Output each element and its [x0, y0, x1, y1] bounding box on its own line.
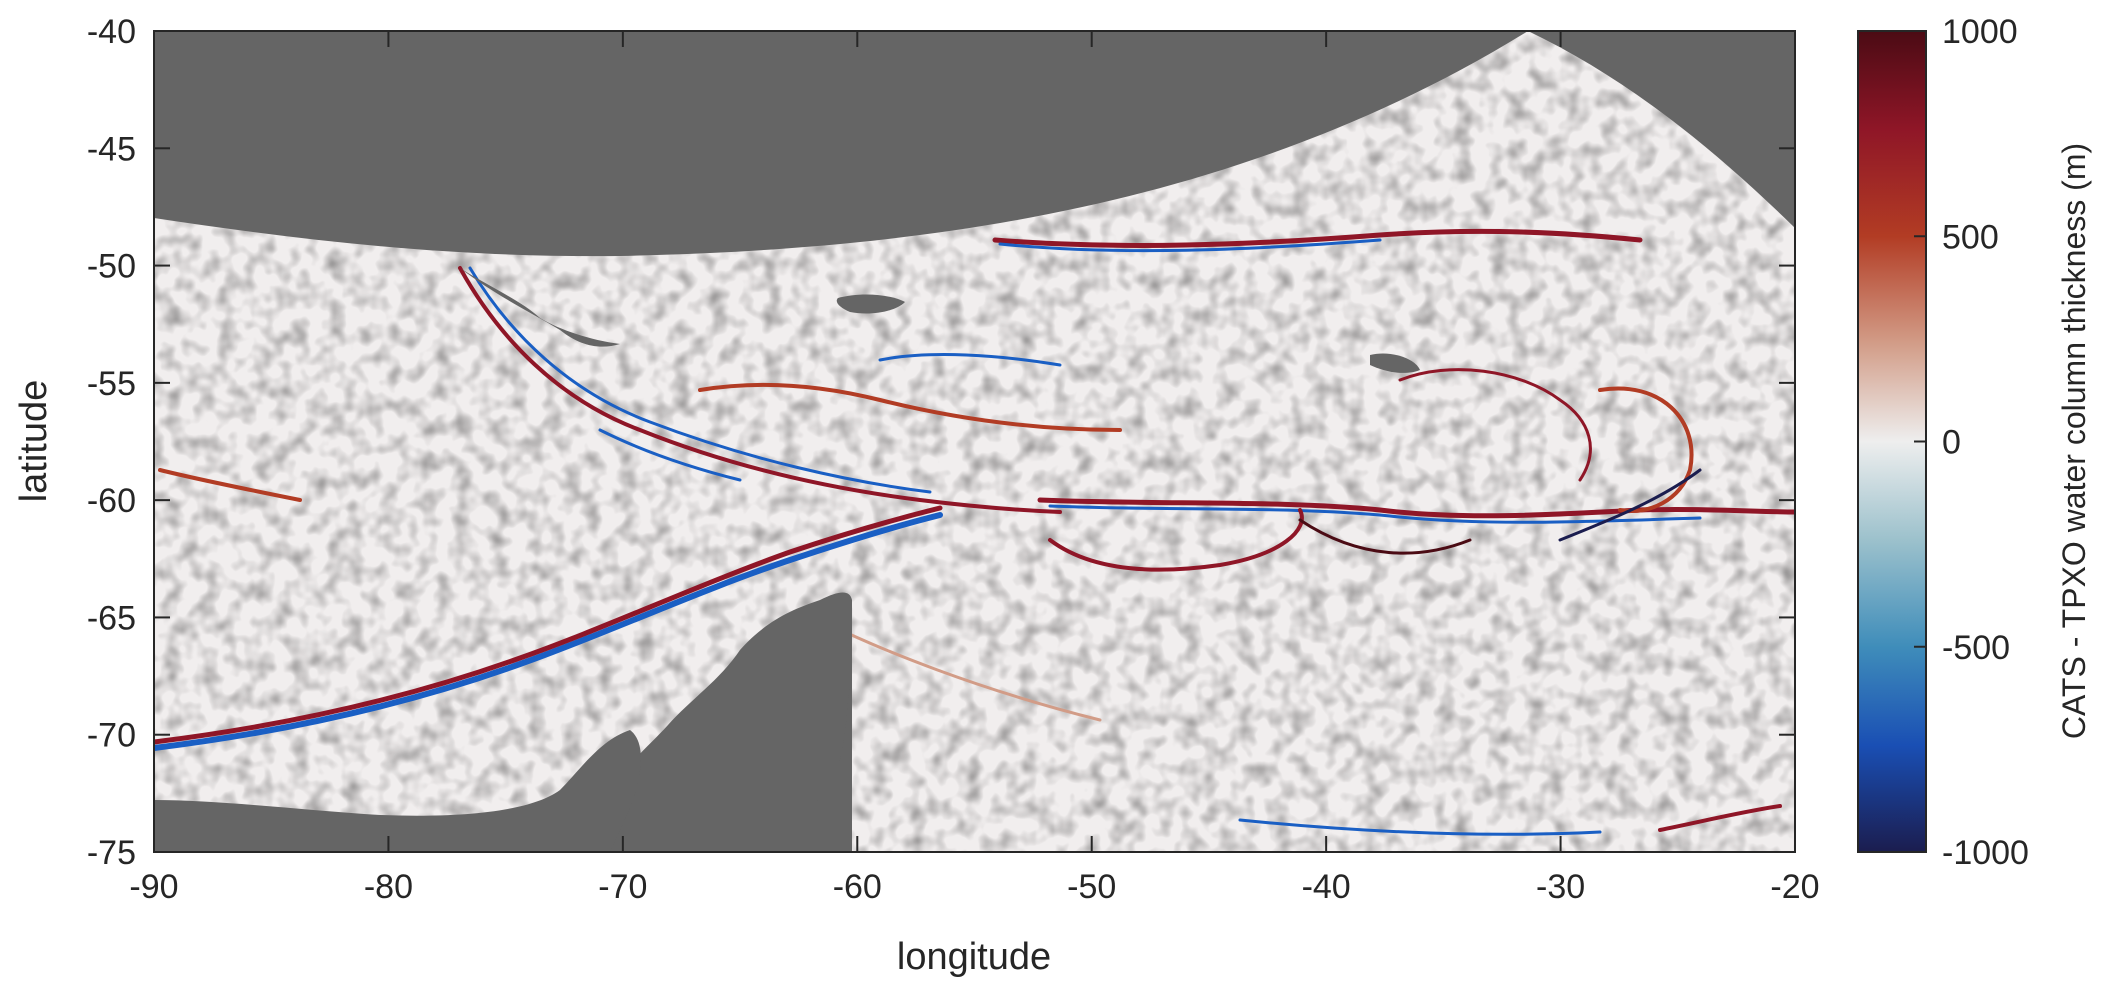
antarctic-peninsula-mask — [600, 592, 852, 852]
anomaly-feature — [154, 505, 943, 745]
anomaly-feature — [1048, 508, 1304, 572]
x-tick-label: -90 — [129, 868, 178, 906]
y-tick-label: -50 — [87, 248, 136, 286]
colorbar-label: CATS - TPXO water column thickness (m) — [2056, 143, 2092, 739]
x-tick-label: -40 — [1302, 868, 1351, 906]
colorbar-tick-label: 1000 — [1942, 13, 2018, 51]
features-layer — [154, 228, 1795, 836]
colorbar-tick-label: 0 — [1942, 424, 1961, 462]
y-axis-label: latitude — [13, 380, 55, 503]
x-tick-label: -50 — [1067, 868, 1116, 906]
unmodeled-northeast-mask — [1528, 31, 1795, 228]
anomaly-feature — [458, 266, 1062, 514]
anomaly-feature — [1037, 497, 1795, 519]
y-tick-label: -40 — [87, 13, 136, 51]
peninsula-west-mask — [154, 730, 641, 852]
x-tick-label: -20 — [1770, 868, 1819, 906]
anomaly-feature — [468, 266, 932, 494]
weddell-coast-mask — [780, 680, 852, 852]
x-tick-label: -60 — [833, 868, 882, 906]
x-tick-label: -80 — [364, 868, 413, 906]
plot-area — [154, 31, 1795, 852]
x-axis-ticks: -90 -80 -70 -60 -50 -40 -30 -20 — [129, 31, 1820, 906]
anomaly-feature — [154, 512, 943, 751]
y-tick-label: -75 — [87, 834, 136, 872]
unmodeled-north-mask — [154, 31, 1528, 257]
colorbar-tick-label: 500 — [1942, 218, 1999, 256]
anomaly-feature — [698, 382, 1122, 432]
y-axis-ticks: -40 -45 -50 -55 -60 -65 -70 -75 — [87, 13, 1795, 872]
x-tick-label: -70 — [598, 868, 647, 906]
y-tick-label: -60 — [87, 482, 136, 520]
y-tick-label: -70 — [87, 717, 136, 755]
anomaly-feature — [1238, 818, 1602, 836]
georgia-mask — [1370, 353, 1420, 373]
falklands-mask — [836, 294, 905, 314]
anomaly-feature — [158, 468, 302, 502]
anomaly-feature — [1558, 468, 1702, 542]
anomaly-feature — [878, 353, 1062, 367]
plot-frame — [153, 30, 1796, 853]
x-tick-label: -30 — [1536, 868, 1585, 906]
y-tick-label: -65 — [87, 599, 136, 637]
anomaly-feature — [1658, 804, 1782, 832]
y-tick-label: -55 — [87, 365, 136, 403]
anomaly-feature — [1298, 518, 1472, 555]
anomaly-feature — [1398, 368, 1592, 482]
colorbar-ticks: 1000 500 0 -500 -1000 — [1914, 13, 2029, 872]
anomaly-feature — [992, 228, 1643, 248]
anomaly-feature — [1048, 504, 1702, 524]
colorbar-tick-label: -500 — [1942, 629, 2010, 667]
x-axis-label: longitude — [897, 936, 1051, 978]
anomaly-feature — [598, 428, 742, 482]
y-tick-label: -45 — [87, 130, 136, 168]
anomaly-feature — [1598, 386, 1694, 513]
colorbar-tick-label: -1000 — [1942, 834, 2029, 872]
anomaly-feature — [998, 238, 1382, 253]
land-mask — [154, 31, 1795, 852]
